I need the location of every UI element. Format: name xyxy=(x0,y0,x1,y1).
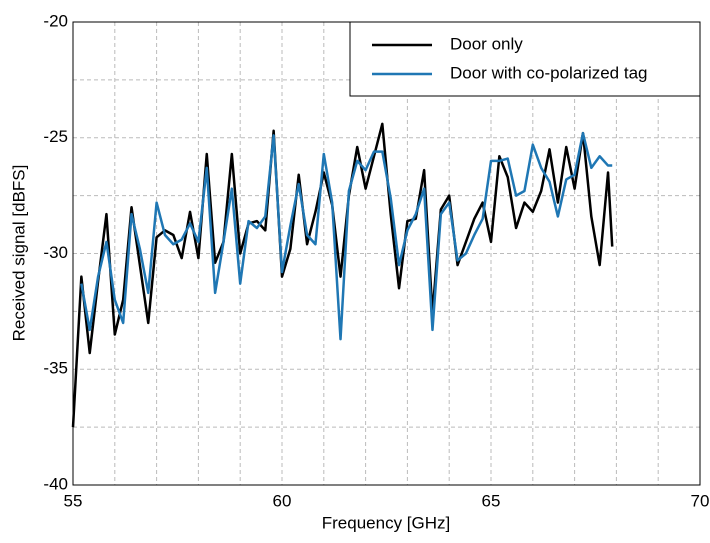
y-tick-label: -25 xyxy=(43,127,68,146)
y-tick-label: -40 xyxy=(43,474,68,493)
legend-box xyxy=(349,21,701,97)
x-tick-label: 70 xyxy=(691,491,710,510)
x-tick-label: 60 xyxy=(273,491,292,510)
x-tick-label: 55 xyxy=(64,491,83,510)
data-line xyxy=(80,131,613,341)
data-line xyxy=(71,122,614,428)
legend-label: Door with co-polarized tag xyxy=(450,63,647,82)
y-tick-label: -35 xyxy=(43,359,68,378)
x-tick-label: 65 xyxy=(482,491,501,510)
legend-label: Door only xyxy=(450,34,523,53)
y-tick-label: -20 xyxy=(43,11,68,30)
y-axis-label: Received signal [dBFS] xyxy=(9,165,28,342)
x-axis-label: Frequency [GHz] xyxy=(322,513,451,532)
y-tick-label: -30 xyxy=(43,243,68,262)
